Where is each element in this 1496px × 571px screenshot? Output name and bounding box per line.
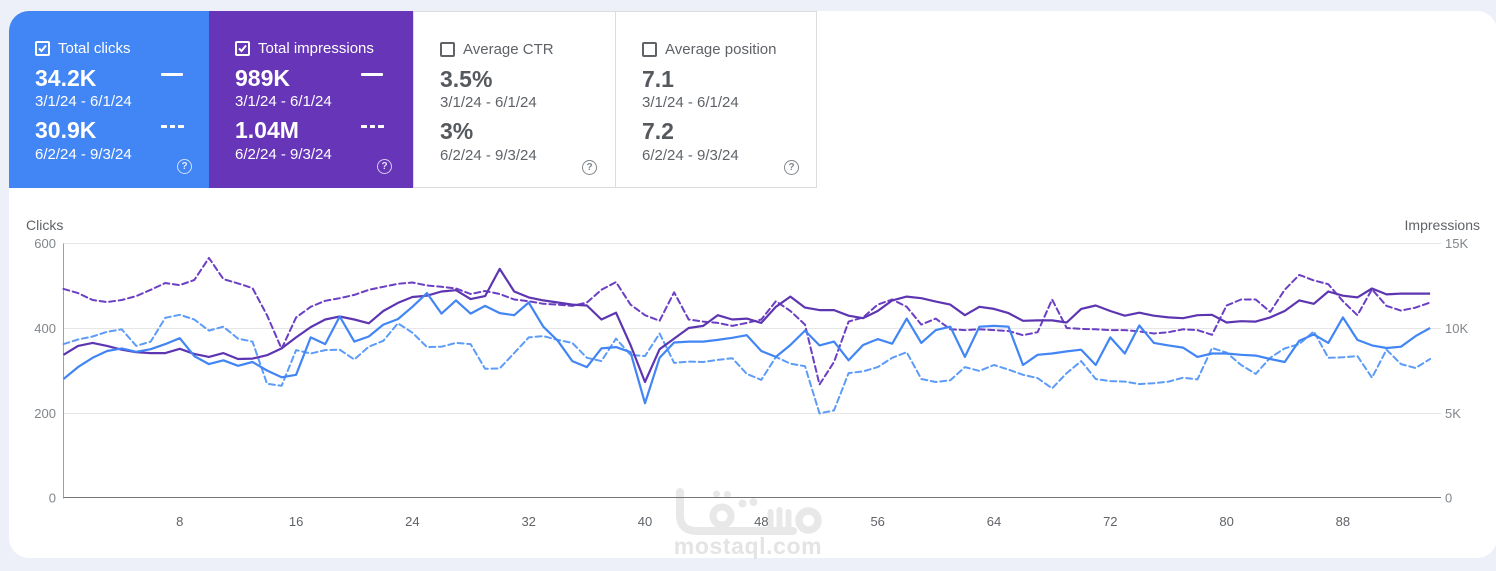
svg-text:0: 0 bbox=[1445, 491, 1452, 506]
svg-text:600: 600 bbox=[34, 236, 56, 251]
svg-text:64: 64 bbox=[987, 514, 1001, 529]
svg-text:5K: 5K bbox=[1445, 406, 1461, 421]
svg-text:15K: 15K bbox=[1445, 236, 1468, 251]
svg-text:200: 200 bbox=[34, 406, 56, 421]
svg-text:32: 32 bbox=[521, 514, 535, 529]
svg-text:mostaql.com: mostaql.com bbox=[674, 533, 822, 559]
svg-text:40: 40 bbox=[638, 514, 652, 529]
svg-text:400: 400 bbox=[34, 321, 56, 336]
svg-text:16: 16 bbox=[289, 514, 303, 529]
svg-text:24: 24 bbox=[405, 514, 419, 529]
svg-text:8: 8 bbox=[176, 514, 183, 529]
svg-text:10K: 10K bbox=[1445, 321, 1468, 336]
svg-text:72: 72 bbox=[1103, 514, 1117, 529]
svg-text:56: 56 bbox=[870, 514, 884, 529]
svg-text:Clicks: Clicks bbox=[26, 217, 63, 233]
svg-text:48: 48 bbox=[754, 514, 768, 529]
svg-text:0: 0 bbox=[49, 491, 56, 506]
svg-text:88: 88 bbox=[1336, 514, 1350, 529]
svg-text:80: 80 bbox=[1219, 514, 1233, 529]
svg-text:Impressions: Impressions bbox=[1405, 217, 1480, 233]
